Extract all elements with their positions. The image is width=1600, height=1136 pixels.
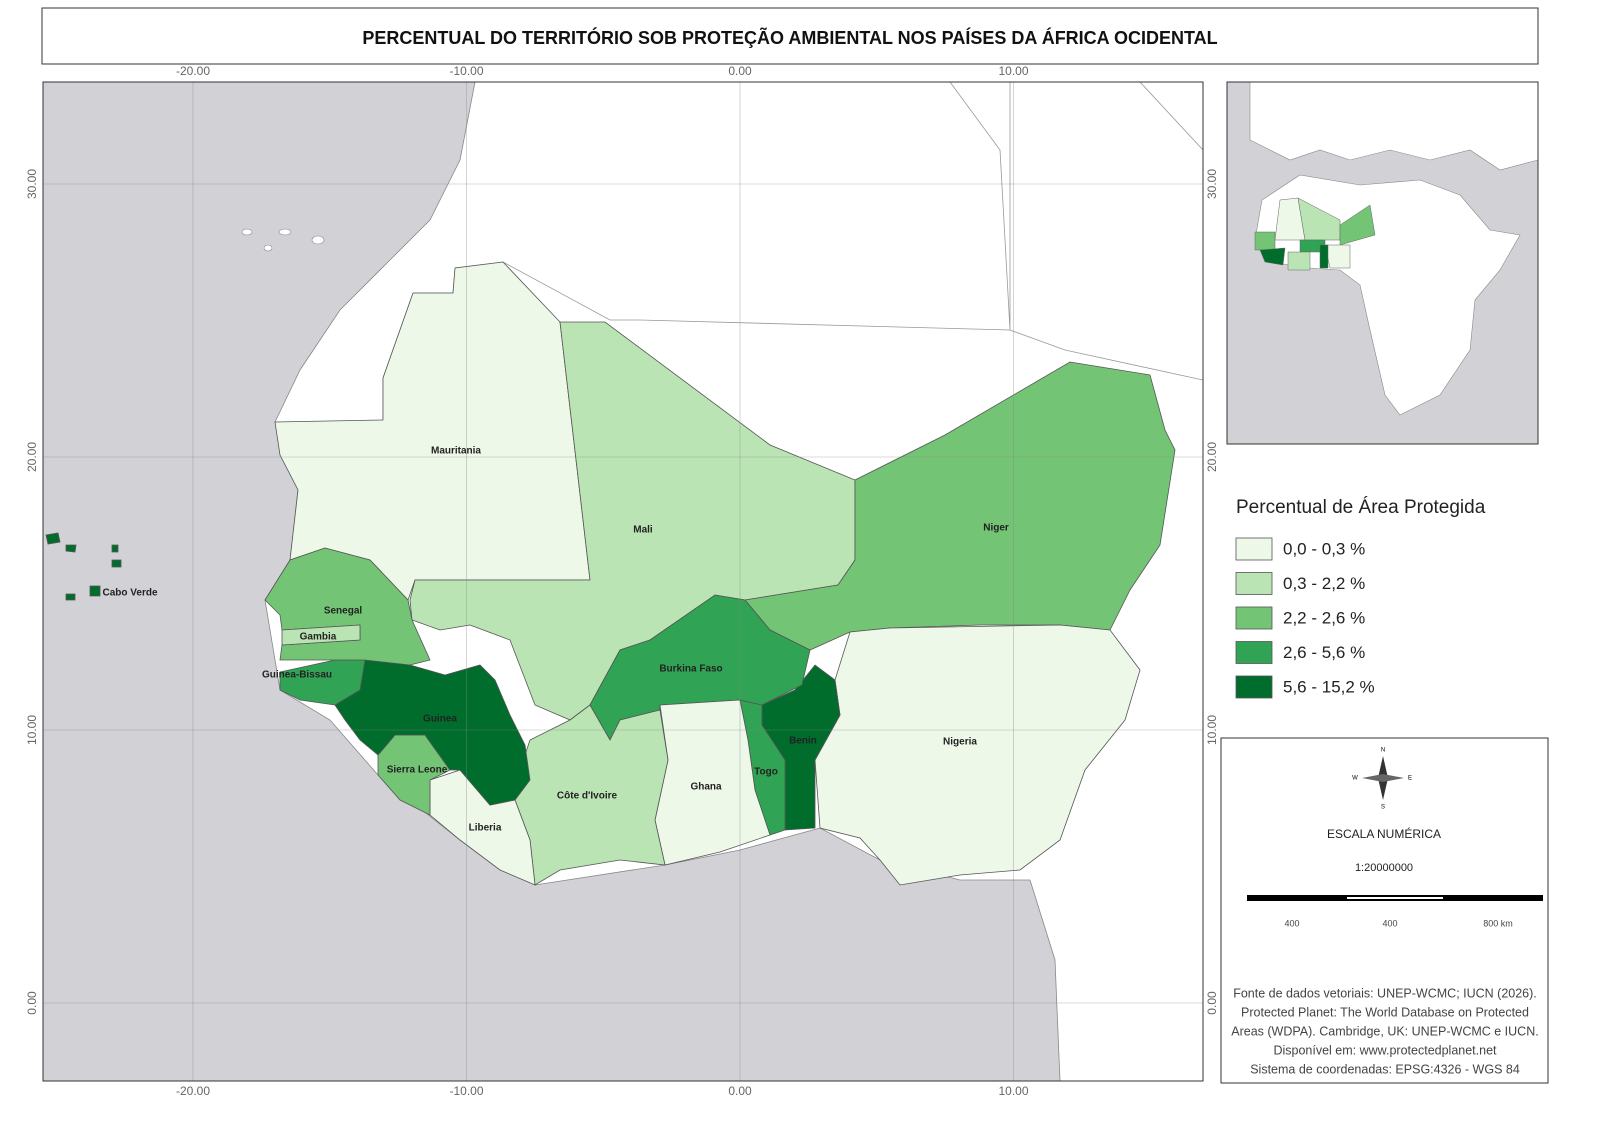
graticule xyxy=(43,82,1203,1081)
svg-text:Gambia: Gambia xyxy=(300,632,337,643)
scale-title: ESCALA NUMÉRICA xyxy=(1327,826,1441,841)
legend-label: 2,6 - 5,6 % xyxy=(1283,643,1365,662)
lon-label: 0.00 xyxy=(728,1084,752,1098)
legend-swatch xyxy=(1235,675,1273,699)
title-box xyxy=(41,7,1539,65)
svg-text:Ghana: Ghana xyxy=(690,782,722,793)
islands xyxy=(241,228,325,252)
svg-text:Nigeria: Nigeria xyxy=(943,737,977,748)
legend-label: 5,6 - 15,2 % xyxy=(1283,677,1375,696)
title: PERCENTUAL DO TERRITÓRIO SOB PROTEÇÃO AM… xyxy=(362,27,1217,48)
svg-text:Guinea: Guinea xyxy=(423,714,457,725)
svg-text:Mauritania: Mauritania xyxy=(431,446,481,457)
lat-label: 10.00 xyxy=(1205,715,1219,745)
legend-swatch xyxy=(1235,537,1273,561)
lat-label: 0.00 xyxy=(25,991,39,1015)
source-line: Disponível em: www.protectedplanet.net xyxy=(1273,1043,1497,1057)
scale-label: 400 xyxy=(1382,918,1397,928)
scale-box xyxy=(1220,737,1549,1084)
scale-ratio: 1:20000000 xyxy=(1355,862,1413,874)
lon-label: 0.00 xyxy=(728,64,752,78)
svg-text:W: W xyxy=(1352,776,1358,782)
legend-swatch xyxy=(1235,572,1273,595)
legend-swatch xyxy=(1235,641,1273,664)
source-line: Fonte de dados vetoriais: UNEP-WCMC; IUC… xyxy=(1233,986,1537,1000)
lat-label: 0.00 xyxy=(1205,991,1219,1015)
lon-label: 10.00 xyxy=(998,1084,1028,1098)
lat-label: 30.00 xyxy=(25,169,39,199)
lon-label: -20.00 xyxy=(176,64,210,78)
inset-map xyxy=(1226,81,1539,445)
source-line: Sistema de coordenadas: EPSG:4326 - WGS … xyxy=(1250,1062,1520,1076)
legend-title: Percentual de Área Protegida xyxy=(1236,497,1486,518)
legend-label: 0,3 - 2,2 % xyxy=(1283,574,1365,593)
svg-text:Niger: Niger xyxy=(983,523,1009,534)
svg-text:Cabo Verde: Cabo Verde xyxy=(102,588,157,599)
svg-text:Benin: Benin xyxy=(789,736,817,747)
lat-label: 20.00 xyxy=(25,442,39,472)
scale-label: 400 xyxy=(1284,918,1299,928)
legend-label: 2,2 - 2,6 % xyxy=(1283,608,1365,627)
lon-label: -10.00 xyxy=(449,64,483,78)
coordinate-labels: -20.00 -20.00 -10.00 -10.00 0.00 0.00 10.00 10.… xyxy=(25,64,1219,1098)
lon-label: -10.00 xyxy=(449,1084,483,1098)
legend: 0,0 - 0,3 % 0,3 - 2,2 % 2,2 - 2,6 % 2,6 - 5… xyxy=(1235,537,1375,699)
lon-label: -20.00 xyxy=(176,1084,210,1098)
source: Fonte de dados vetoriais: UNEP-WCMC; IUC… xyxy=(1231,986,1538,1076)
country: Cabo Verde xyxy=(45,532,158,601)
svg-text:Senegal: Senegal xyxy=(324,606,363,617)
svg-text:Liberia: Liberia xyxy=(469,823,502,834)
svg-text:Guinea-Bissau: Guinea-Bissau xyxy=(262,670,332,681)
svg-text:Côte d'Ivoire: Côte d'Ivoire xyxy=(557,791,618,802)
svg-text:E: E xyxy=(1408,776,1412,782)
lat-label: 30.00 xyxy=(1205,169,1219,199)
svg-text:S: S xyxy=(1381,805,1385,811)
svg-text:N: N xyxy=(1381,748,1385,754)
country: Gambia xyxy=(281,624,361,646)
svg-text:Sierra Leone: Sierra Leone xyxy=(387,765,448,776)
svg-text:Mali: Mali xyxy=(633,525,653,536)
source-line: Protected Planet: The World Database on … xyxy=(1241,1005,1529,1019)
north-arrow: N S W E xyxy=(1352,748,1412,811)
lat-label: 10.00 xyxy=(25,715,39,745)
main-map: Mauritania Mali Niger Nigeria Benin Togo… xyxy=(43,82,1203,1081)
map-frame xyxy=(42,81,1204,1082)
legend-swatch xyxy=(1235,606,1273,630)
lat-label: 20.00 xyxy=(1205,442,1219,472)
country: Guinea xyxy=(334,659,531,806)
svg-text:Togo: Togo xyxy=(754,767,778,778)
scale-bar xyxy=(1247,895,1543,901)
svg-text:Burkina Faso: Burkina Faso xyxy=(659,664,722,675)
scale-label: 800 km xyxy=(1483,918,1513,928)
lon-label: 10.00 xyxy=(998,64,1028,78)
source-line: Areas (WDPA). Cambridge, UK: UNEP-WCMC e… xyxy=(1231,1024,1538,1038)
legend-label: 0,0 - 0,3 % xyxy=(1283,539,1365,558)
